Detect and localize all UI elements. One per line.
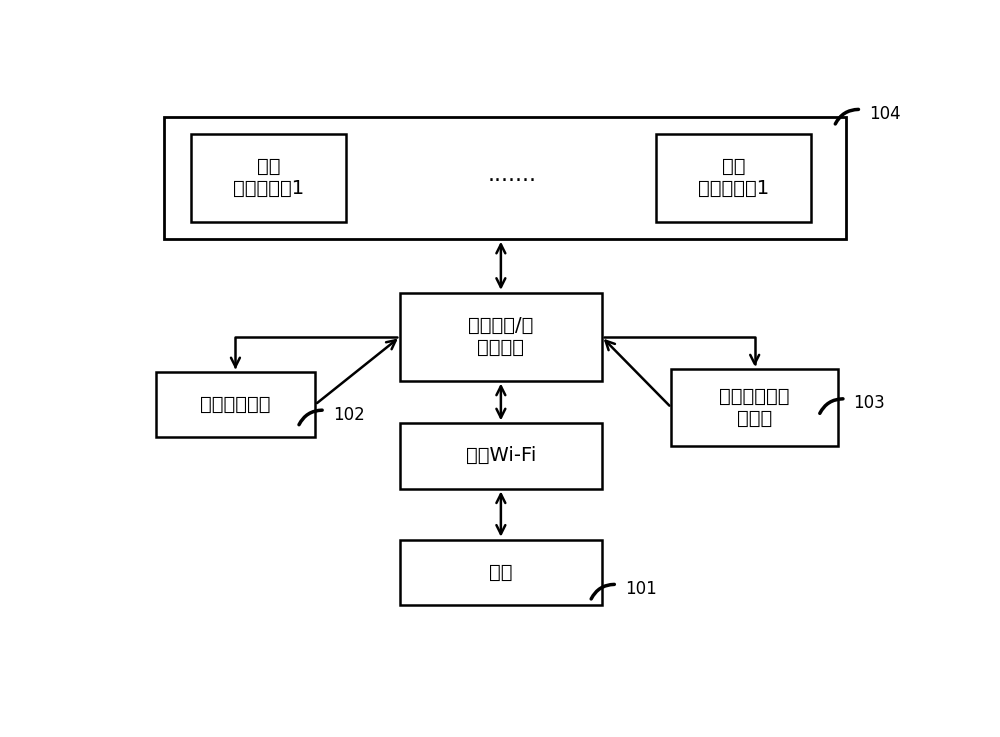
Text: 准入控制系统: 准入控制系统 <box>200 395 271 414</box>
Text: 内网
业务服务器1: 内网 业务服务器1 <box>233 157 304 198</box>
Text: 内网Wi-Fi: 内网Wi-Fi <box>466 447 536 465</box>
Bar <box>656 134 811 222</box>
Bar <box>400 293 602 381</box>
Text: 安全网关/内
网交换机: 安全网关/内 网交换机 <box>468 316 534 357</box>
Text: .......: ....... <box>488 164 537 185</box>
Text: 101: 101 <box>625 580 657 598</box>
Text: 终端: 终端 <box>489 563 513 581</box>
Text: 103: 103 <box>854 394 885 413</box>
Bar <box>400 539 602 605</box>
Bar <box>164 117 846 239</box>
Bar <box>671 369 838 446</box>
Bar <box>191 134 346 222</box>
Text: 内网
业务服务器1: 内网 业务服务器1 <box>698 157 769 198</box>
Text: 102: 102 <box>333 406 364 424</box>
Text: 104: 104 <box>869 105 901 123</box>
Text: 移动安全系统
服务器: 移动安全系统 服务器 <box>719 387 790 428</box>
Bar <box>156 372 315 438</box>
Bar <box>400 423 602 489</box>
